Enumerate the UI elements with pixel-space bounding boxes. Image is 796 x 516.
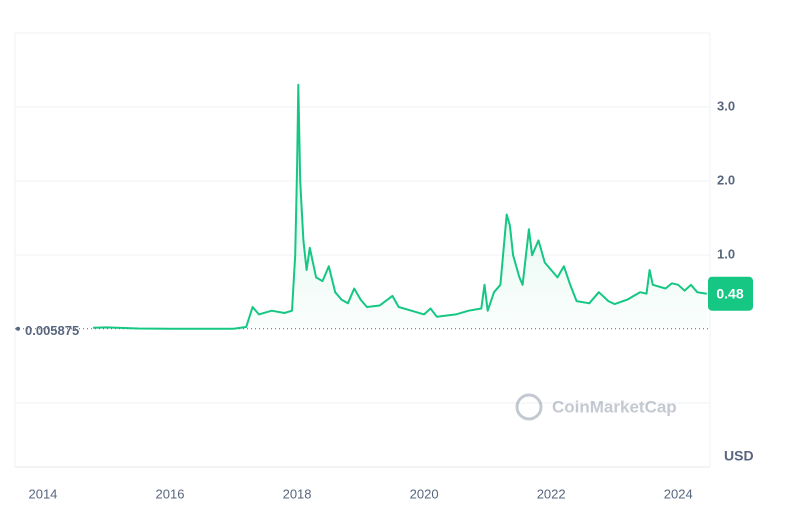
- x-tick-label: 2018: [283, 486, 312, 501]
- x-tick-label: 2022: [537, 486, 566, 501]
- x-tick-label: 2020: [410, 486, 439, 501]
- currency-label: USD: [724, 448, 754, 464]
- baseline-label: 0.005875: [25, 323, 79, 338]
- y-tick-label: 1.0: [717, 247, 735, 262]
- x-tick-label: 2024: [664, 486, 693, 501]
- price-line: [93, 83, 707, 330]
- watermark: CoinMarketCap: [515, 393, 677, 421]
- area: [93, 84, 707, 329]
- price-badge: [708, 276, 753, 311]
- watermark-text: CoinMarketCap: [552, 397, 677, 416]
- price-badge-label: 0.48: [716, 285, 743, 301]
- y-tick-label: 3.0: [717, 98, 735, 113]
- y-tick-label: 2.0: [717, 173, 735, 188]
- x-tick-label: 2016: [156, 486, 185, 501]
- x-tick-label: 2014: [28, 486, 57, 501]
- baseline-dot: [16, 326, 20, 331]
